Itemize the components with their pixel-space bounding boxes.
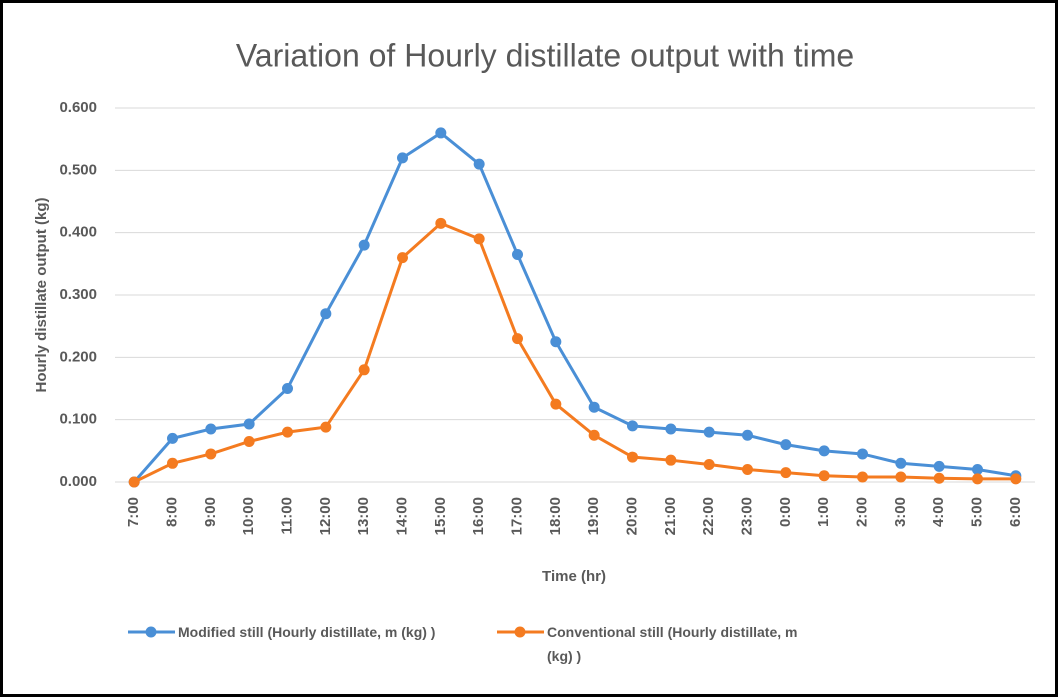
x-tick-label: 3:00 (892, 497, 909, 527)
point (167, 432, 178, 444)
point (167, 457, 178, 469)
x-tick-label: 5:00 (968, 497, 985, 527)
point (243, 418, 255, 430)
point (818, 445, 830, 457)
point (1010, 473, 1022, 485)
point (627, 451, 638, 463)
point (473, 158, 485, 170)
x-tick-label: 9:00 (202, 497, 219, 527)
point (972, 473, 983, 485)
x-axis-title: Time (hr) (542, 568, 606, 585)
point (588, 401, 600, 413)
x-tick-label: 14:00 (393, 497, 410, 535)
point (397, 252, 408, 264)
chart-title: Variation of Hourly distillate output wi… (236, 37, 854, 73)
point (282, 383, 293, 394)
y-tick-label: 0.200 (59, 348, 97, 365)
x-tick-label: 23:00 (738, 497, 755, 535)
point (703, 459, 715, 471)
x-tick-label: 20:00 (623, 497, 640, 535)
x-tick-label: 1:00 (815, 497, 832, 527)
point (627, 420, 638, 432)
point (205, 423, 217, 435)
point (742, 429, 753, 441)
y-tick-label: 0.000 (59, 473, 97, 490)
point (320, 308, 332, 320)
legend-marker (514, 626, 526, 638)
y-tick-label: 0.500 (59, 161, 97, 178)
point (243, 435, 255, 447)
point (282, 426, 293, 438)
point (512, 248, 523, 260)
point (895, 457, 907, 469)
point (473, 233, 485, 245)
point (358, 239, 370, 251)
point (742, 464, 753, 476)
x-tick-label: 15:00 (432, 497, 449, 535)
point (435, 217, 447, 229)
x-tick-label: 21:00 (662, 497, 679, 535)
series-line (133, 131, 1017, 483)
point (512, 333, 523, 345)
point (780, 467, 792, 479)
x-tick-label: 6:00 (1007, 497, 1024, 527)
x-tick-label: 8:00 (163, 497, 180, 527)
point (205, 448, 217, 460)
series-line (133, 221, 1016, 484)
x-tick-label: 17:00 (508, 497, 525, 535)
x-tick-label: 11:00 (278, 497, 295, 535)
y-tick-label: 0.300 (59, 286, 97, 303)
point (588, 429, 600, 441)
y-tick-label: 0.100 (59, 411, 97, 428)
point (550, 398, 562, 410)
y-tick-label: 0.400 (59, 224, 97, 241)
x-tick-label: 18:00 (547, 497, 564, 535)
point (128, 476, 140, 488)
x-tick-label: 2:00 (853, 497, 870, 527)
x-tick-label: 13:00 (355, 497, 372, 535)
legend-marker (145, 626, 157, 638)
x-tick-label: 0:00 (777, 497, 794, 527)
point (397, 152, 408, 164)
point (435, 127, 447, 139)
x-tick-label: 12:00 (317, 497, 334, 535)
point (818, 470, 830, 482)
point (780, 439, 792, 451)
point (895, 471, 907, 483)
x-tick-label: 10:00 (240, 497, 257, 535)
point (857, 471, 868, 483)
point (703, 426, 715, 438)
point (665, 454, 677, 466)
point (933, 460, 945, 472)
point (320, 421, 332, 433)
point (665, 423, 677, 435)
x-tick-label: 4:00 (930, 497, 947, 527)
point (857, 448, 868, 460)
point (550, 336, 562, 348)
x-tick-label: 7:00 (125, 497, 142, 527)
legend-label: Conventional still (Hourly distillate, m… (547, 624, 798, 664)
x-tick-label: 19:00 (585, 497, 602, 535)
point (933, 472, 945, 484)
legend-label: Modified still (Hourly distillate, m (kg… (178, 624, 436, 640)
y-axis-title: Hourly distillate output (kg) (33, 198, 50, 393)
x-tick-label: 16:00 (470, 497, 487, 535)
x-tick-label: 22:00 (700, 497, 717, 535)
y-tick-label: 0.600 (59, 99, 97, 116)
point (358, 364, 370, 376)
point (972, 464, 983, 476)
